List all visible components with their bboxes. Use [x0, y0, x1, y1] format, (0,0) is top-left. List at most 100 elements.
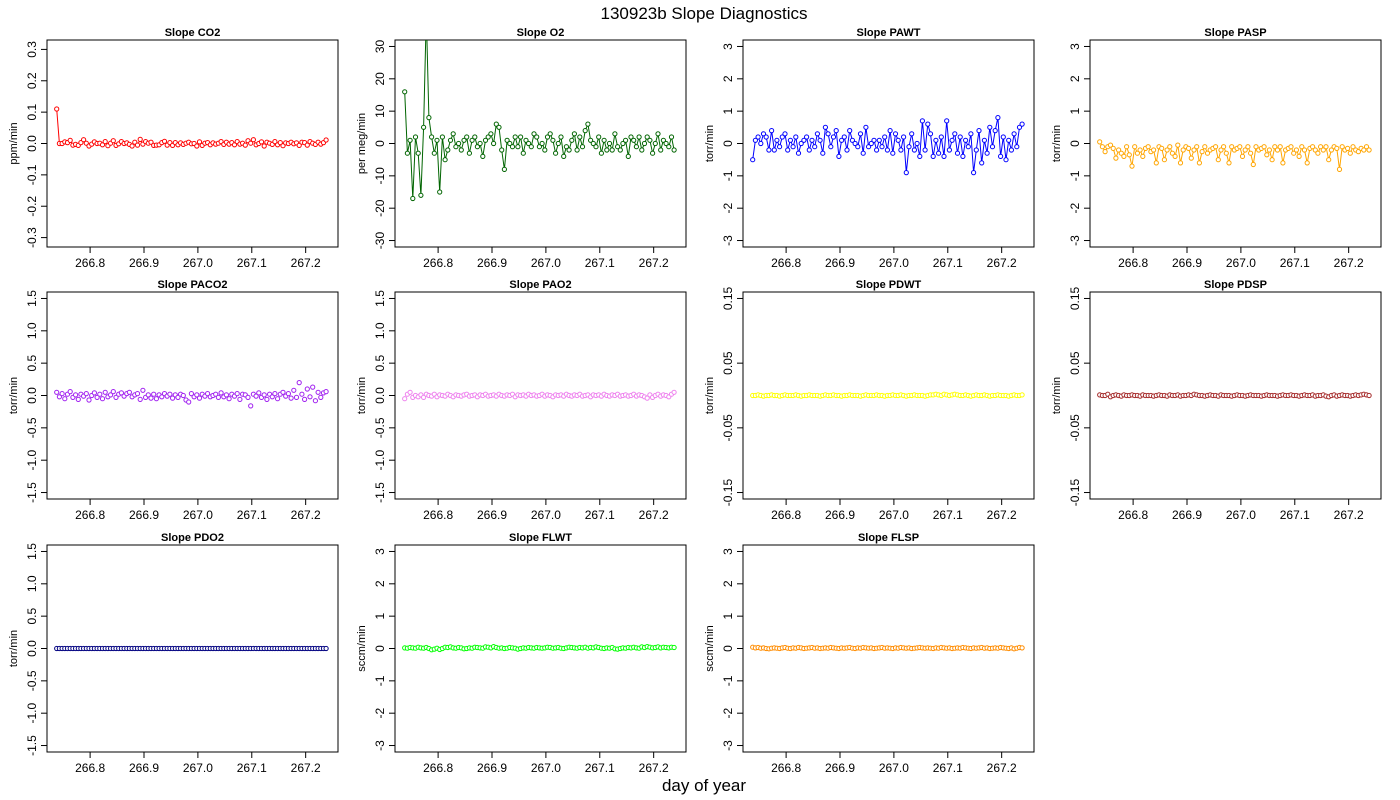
data-point: [402, 396, 408, 402]
data-point: [660, 137, 667, 143]
y-tick-label: 0: [373, 645, 387, 652]
data-point: [598, 150, 605, 156]
y-tick-label: -1: [721, 170, 735, 181]
panel-slope-pasp: Slope PASP torr/min 266.8 266.9 267.0 267.1 26…: [1051, 27, 1382, 270]
data-point: [1202, 144, 1208, 150]
data-point: [415, 150, 421, 156]
y-tick-label: 0.5: [25, 607, 39, 624]
data-point: [421, 394, 427, 400]
data-point: [213, 391, 219, 397]
data-point: [571, 131, 578, 137]
data-point: [167, 391, 173, 397]
data-point: [526, 140, 532, 147]
data-point: [936, 150, 942, 156]
data-point: [793, 134, 799, 140]
data-point: [1366, 147, 1372, 153]
data-point: [1169, 150, 1176, 156]
y-axis-label: sccm/min: [356, 625, 368, 671]
data-point: [952, 131, 958, 137]
x-tick-label: 266.8: [423, 761, 453, 775]
panel-slope-pawt: Slope PAWT torr/min 266.8 266.9 267.0 267.1 26…: [704, 27, 1035, 270]
data-point: [617, 147, 623, 153]
series-slope-pasp: [1097, 139, 1372, 172]
data-point: [593, 144, 599, 150]
data-point: [258, 139, 265, 145]
data-point: [544, 134, 551, 140]
data-point: [612, 131, 618, 137]
x-tick-label: 267.1: [933, 761, 963, 775]
data-point: [1239, 153, 1246, 159]
data-point: [261, 392, 267, 398]
data-point: [62, 396, 68, 402]
data-point: [971, 170, 977, 176]
x-tick-label: 266.9: [825, 256, 855, 270]
y-tick-label: 30: [373, 39, 387, 53]
data-point: [196, 395, 203, 401]
data-point: [280, 389, 286, 395]
data-point: [1280, 160, 1286, 166]
data-point: [296, 380, 302, 386]
data-point: [849, 137, 856, 143]
y-tick-label: -1.0: [373, 450, 387, 471]
data-point: [809, 137, 815, 143]
data-point: [323, 137, 329, 143]
data-point: [456, 140, 462, 147]
y-axis-label: torr/min: [356, 377, 368, 414]
y-tick-label: -2: [721, 203, 735, 214]
data-point: [817, 137, 823, 143]
data-point: [1186, 145, 1192, 151]
data-point: [491, 140, 497, 147]
data-point: [550, 137, 556, 143]
data-point: [1016, 124, 1023, 130]
data-point: [175, 394, 181, 400]
data-point: [769, 128, 775, 134]
data-point: [1196, 160, 1203, 166]
x-tick-label: 266.8: [771, 761, 801, 775]
y-tick-label: -1: [373, 675, 387, 686]
y-tick-label: 20: [373, 72, 387, 86]
data-point: [253, 393, 259, 399]
data-point: [844, 147, 850, 153]
x-tick-label: 267.0: [531, 256, 561, 270]
data-point: [658, 147, 664, 153]
y-tick-label: 0.5: [25, 354, 39, 371]
data-point: [927, 131, 934, 137]
data-point: [1159, 145, 1165, 151]
data-point: [981, 137, 988, 143]
data-point: [474, 144, 480, 150]
y-tick-label: -0.5: [373, 417, 387, 438]
data-point: [1301, 147, 1308, 153]
y-tick-label: -1.0: [25, 703, 39, 724]
data-point: [965, 144, 971, 150]
data-point: [509, 144, 516, 150]
data-point: [261, 143, 267, 149]
data-point: [1223, 150, 1229, 156]
data-point: [1116, 147, 1122, 153]
data-point: [1326, 157, 1332, 163]
series-slope-pao2: [402, 389, 677, 402]
data-point: [1097, 139, 1103, 145]
data-point: [504, 137, 510, 143]
data-point: [269, 394, 275, 400]
data-point: [304, 386, 310, 392]
data-point: [1248, 150, 1254, 156]
data-point: [1172, 153, 1178, 159]
x-tick-label: 266.8: [75, 761, 105, 775]
data-point: [579, 144, 586, 150]
data-point: [876, 137, 882, 143]
data-point: [480, 153, 486, 159]
panel-slope-paco2: Slope PACO2 torr/min 266.8 266.9 267.0 267.1 2…: [8, 279, 339, 522]
data-point: [1137, 147, 1143, 153]
data-point: [868, 140, 874, 147]
x-tick-label: 267.0: [183, 761, 213, 775]
data-point: [159, 394, 165, 400]
data-point: [984, 150, 990, 156]
data-point: [129, 143, 135, 149]
y-tick-label: -1.5: [373, 482, 387, 503]
data-point: [752, 137, 759, 143]
data-point: [914, 140, 920, 147]
data-point: [472, 134, 478, 140]
data-point: [647, 137, 653, 143]
data-point: [782, 131, 788, 137]
y-tick-label: 3: [373, 548, 387, 555]
